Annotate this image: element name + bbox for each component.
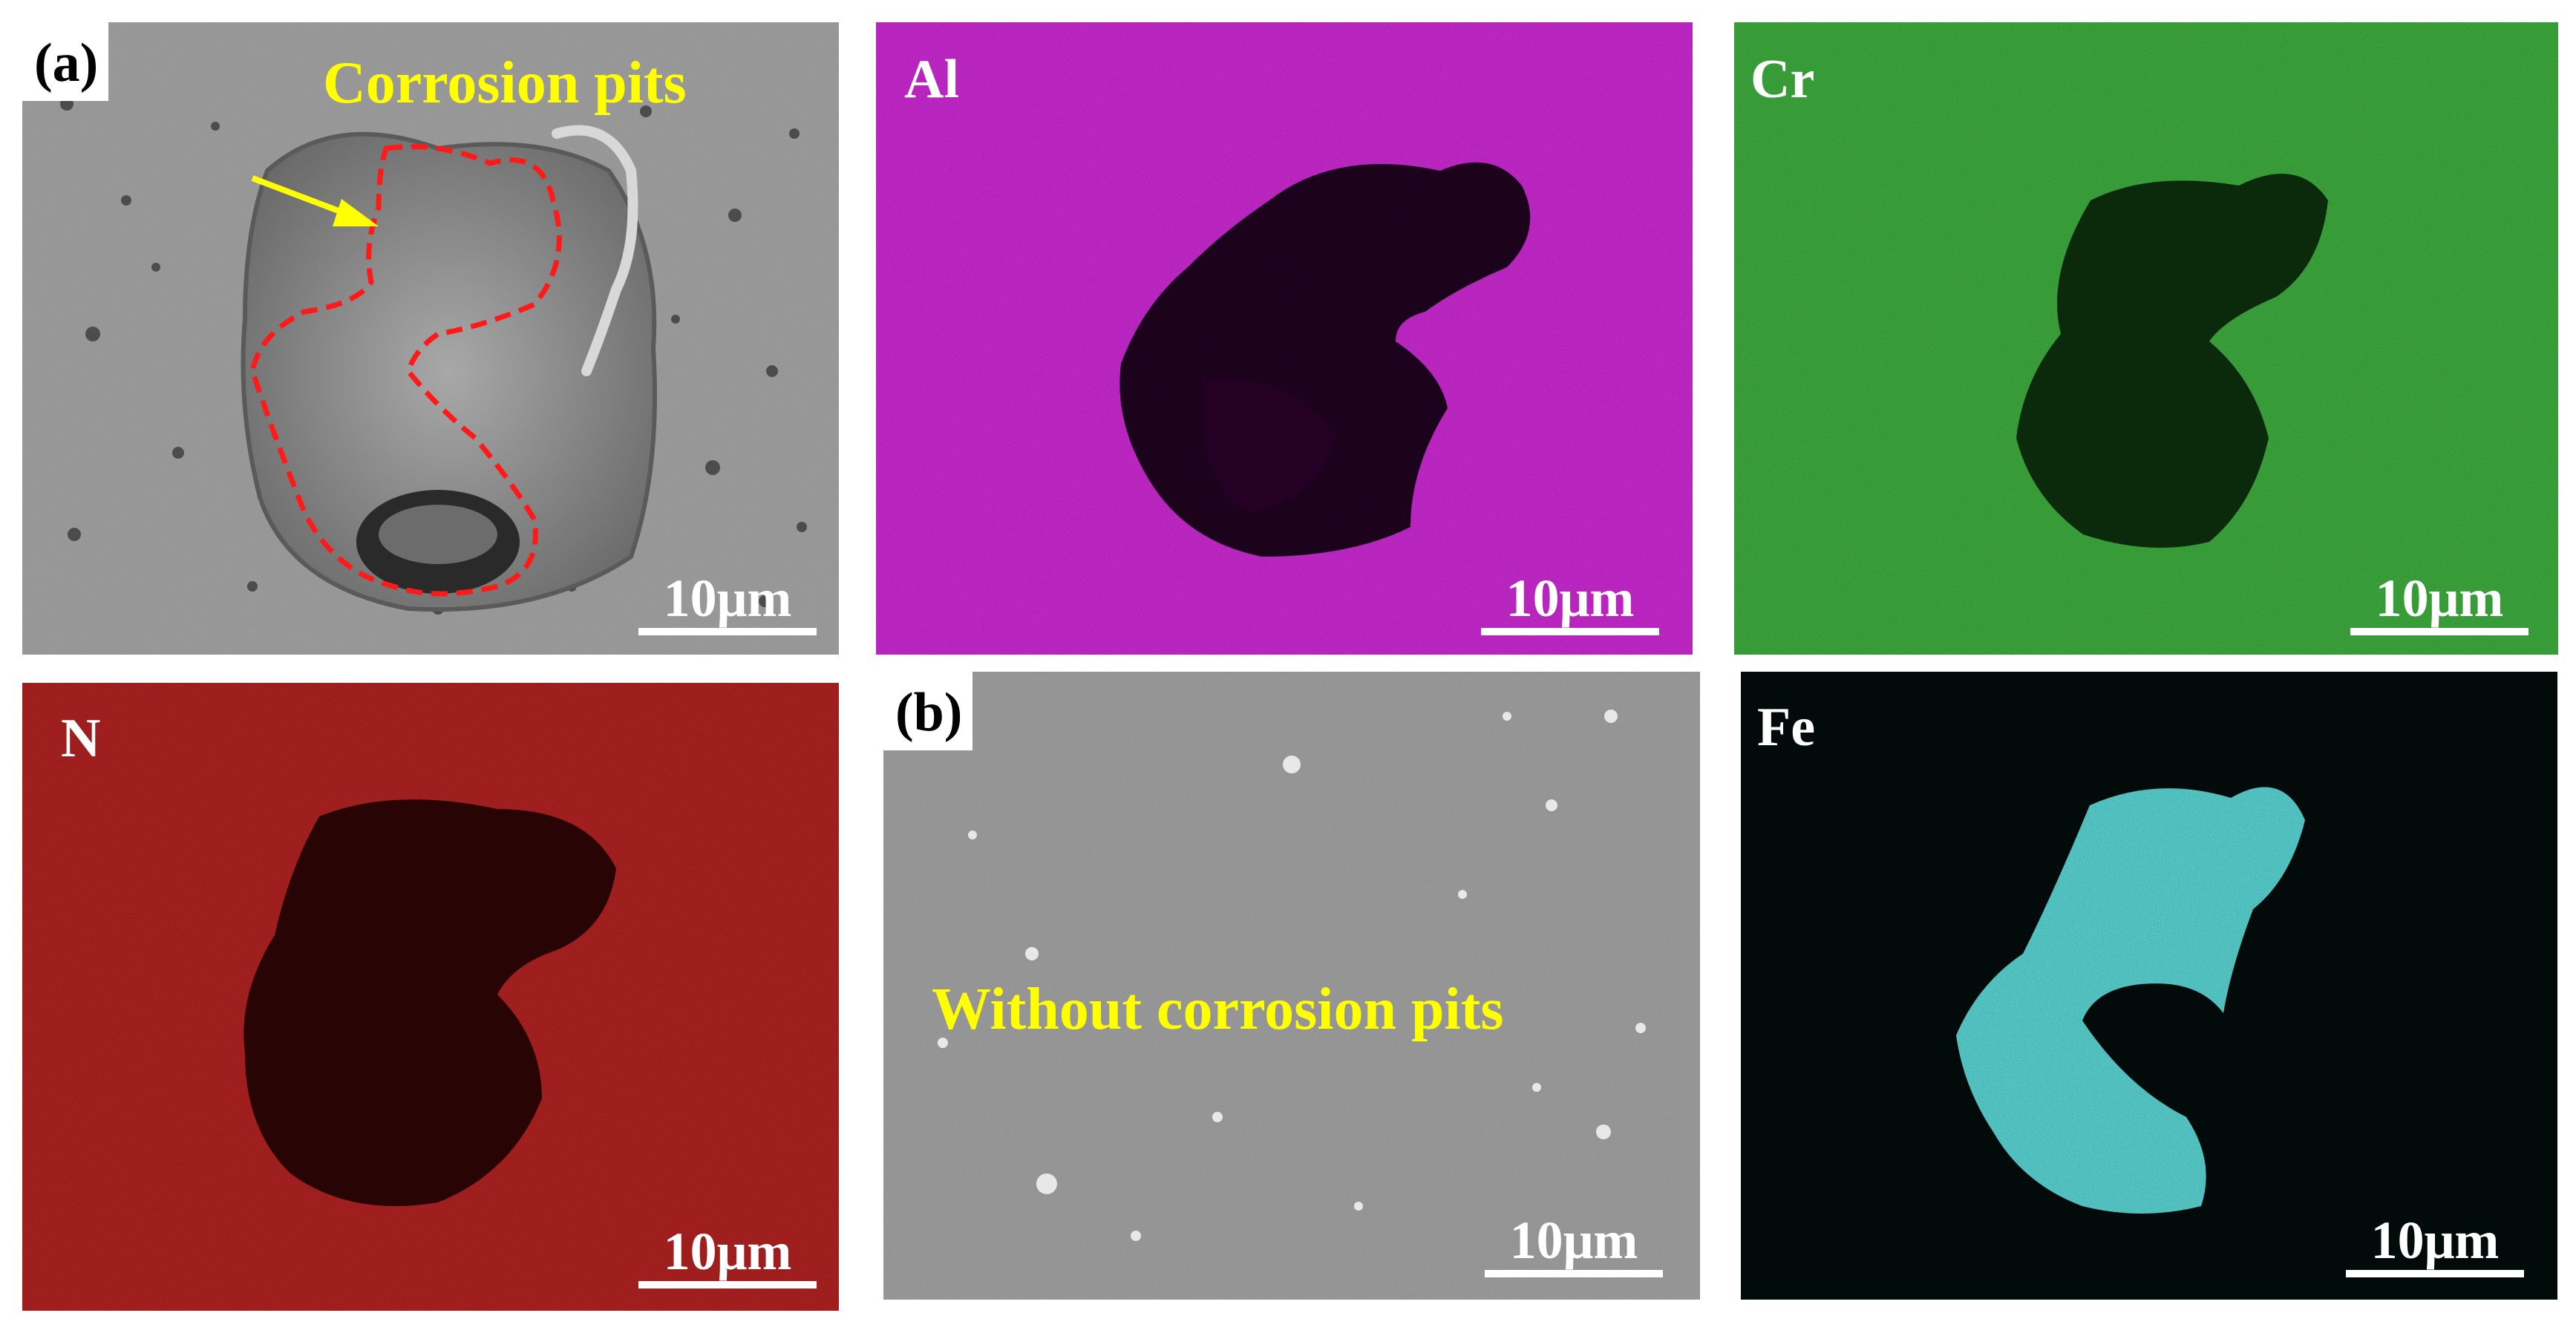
element-label-fe: Fe: [1757, 697, 1816, 758]
panel-b-sem-uncorroded: (b) Without corrosion pits 10μm: [883, 672, 1700, 1300]
eds-map-al: [876, 22, 1693, 655]
panel-b-letter: (b): [883, 672, 973, 750]
scalebar-label: 10μm: [2370, 1211, 2500, 1270]
pit-region: [241, 131, 657, 612]
panel-a-letter: (a): [22, 22, 109, 101]
panel-fe-scalebar: 10μm: [2346, 1214, 2524, 1277]
scalebar-line: [1481, 628, 1659, 635]
scalebar-label: 10μm: [663, 1222, 792, 1281]
depleted-region: [243, 799, 616, 1206]
element-label-cr: Cr: [1750, 49, 1815, 110]
panel-cr-map: Cr 10μm: [1734, 22, 2558, 655]
scalebar-line: [1485, 1270, 1663, 1277]
eds-map-fe: [1741, 672, 2557, 1300]
scalebar-label: 10μm: [2375, 569, 2504, 628]
panel-a-scalebar: 10μm: [638, 572, 817, 635]
scalebar-line: [2346, 1270, 2524, 1277]
corrosion-pit-outline: [249, 144, 562, 597]
scalebar-line: [638, 1281, 817, 1288]
without-corrosion-pits-caption: Without corrosion pits: [932, 977, 1504, 1042]
scalebar-label: 10μm: [663, 569, 792, 628]
panel-fe-map: Fe 10μm: [1741, 672, 2557, 1300]
sem-image-uncorroded: [883, 672, 1700, 1300]
surface-particles: [938, 710, 1646, 1241]
depleted-region: [2016, 174, 2328, 548]
panel-cr-scalebar: 10μm: [2350, 572, 2528, 635]
corrosion-pits-caption: Corrosion pits: [323, 50, 687, 116]
arrow-head: [333, 199, 379, 226]
element-label-n: N: [61, 708, 101, 769]
element-label-al: Al: [904, 49, 959, 110]
panel-al-scalebar: 10μm: [1481, 572, 1659, 635]
panel-n-scalebar: 10μm: [638, 1225, 817, 1288]
scalebar-line: [638, 628, 817, 635]
debris-ridge: [552, 125, 638, 376]
panel-a-sem-corrosion: (a) Corrosion pits 10μm: [22, 22, 839, 655]
scalebar-line: [2350, 628, 2528, 635]
panel-n-map: N 10μm: [22, 683, 839, 1311]
scalebar-label: 10μm: [1509, 1211, 1638, 1270]
panel-al-map: Al 10μm: [876, 22, 1693, 655]
eds-map-n: [22, 683, 839, 1311]
sem-image-corroded: [22, 22, 839, 655]
eds-map-cr: [1734, 22, 2558, 655]
scalebar-label: 10μm: [1506, 569, 1635, 628]
panel-b-scalebar: 10μm: [1485, 1214, 1663, 1277]
